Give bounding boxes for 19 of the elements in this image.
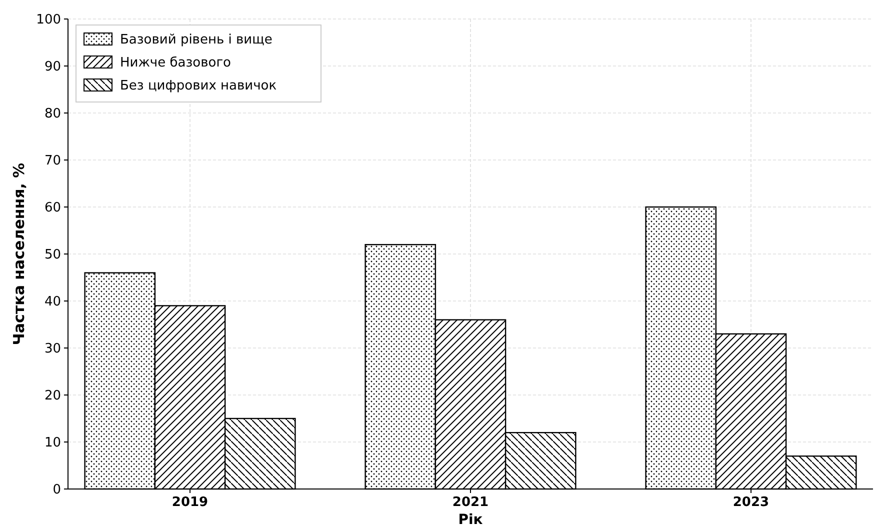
y-tick-label: 0 xyxy=(52,482,61,498)
legend-label: Нижче базового xyxy=(120,56,232,71)
legend-label: Базовий рівень і вище xyxy=(120,32,272,48)
y-tick-label: 20 xyxy=(44,388,61,404)
x-tick-label: 2019 xyxy=(172,495,208,510)
y-tick-label: 50 xyxy=(44,248,61,263)
y-tick-label: 30 xyxy=(44,342,61,357)
y-tick-label: 10 xyxy=(44,436,61,451)
legend-label: Без цифрових навичок xyxy=(120,78,277,94)
y-tick-label: 80 xyxy=(44,106,61,122)
y-tick-label: 40 xyxy=(44,294,61,310)
x-tick-label: 2021 xyxy=(452,495,489,510)
y-tick-label: 70 xyxy=(44,154,61,169)
y-tick-label: 90 xyxy=(44,60,61,75)
y-tick-label: 100 xyxy=(36,12,61,28)
y-tick-label: 60 xyxy=(44,200,61,216)
x-axis-title: Рік xyxy=(458,512,484,526)
y-axis-title: Частка населення, % xyxy=(10,162,28,346)
x-tick-label: 2023 xyxy=(732,495,770,510)
